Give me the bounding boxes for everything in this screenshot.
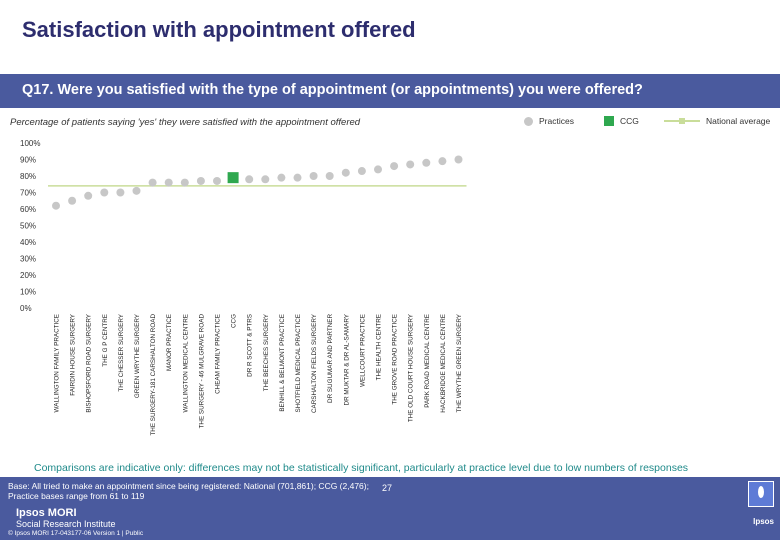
category-label: THE SURGERY-181 CARSHALTON ROAD (150, 314, 157, 436)
category-label: THE HEALTH CENTRE (376, 314, 383, 380)
practice-point (374, 165, 382, 174)
category-label: WELLCOURT PRACTICE (359, 314, 366, 387)
category-label: GREEN WRYTHE SURGERY (134, 313, 141, 398)
practice-point (309, 172, 318, 180)
category-label: CCG (231, 314, 238, 328)
legend-ccg-label: CCG (620, 116, 639, 126)
title-bar: Satisfaction with appointment offered (0, 0, 780, 62)
page-title: Satisfaction with appointment offered (22, 17, 416, 42)
practice-point (261, 175, 270, 184)
category-label: CHEAM FAMILY PRACTICE (215, 314, 222, 394)
practice-point (84, 191, 93, 200)
practice-point (68, 196, 77, 205)
practice-point (100, 188, 109, 197)
practice-point (325, 172, 334, 180)
practice-point (293, 173, 302, 182)
ccg-point (227, 172, 239, 184)
legend-practices-label: Practices (539, 116, 574, 126)
practice-point (116, 188, 125, 197)
social-research-institute-text: Social Research Institute (16, 519, 116, 529)
category-label: THE OLD COURT HOUSE SURGERY (408, 313, 415, 422)
category-label: THE WRYTHE GREEN SURGERY (456, 313, 463, 412)
practice-point (422, 158, 431, 167)
practice-point (277, 173, 286, 182)
practice-point (438, 157, 447, 166)
legend-ccg: CCG (604, 116, 639, 126)
category-label: WALLINGTON FAMILY PRACTICE (54, 314, 61, 412)
y-tick-label: 60% (20, 205, 36, 214)
chart-subtitle: Percentage of patients saying 'yes' they… (10, 117, 361, 128)
practice-point (341, 168, 350, 177)
copyright-text: © Ipsos MORI 17-043177-06 Version 1 | Pu… (8, 530, 144, 537)
ipsos-mori-logo-text: Ipsos MORI (16, 507, 77, 519)
category-label: THE GROVE ROAD PRACTICE (392, 314, 399, 405)
category-label: THE BEECHES SURGERY (263, 313, 270, 391)
question-bar: Q17. Were you satisfied with the type of… (0, 74, 780, 108)
category-label: BISHOPSFORD ROAD SURGERY (86, 313, 93, 412)
question-text: Q17. Were you satisfied with the type of… (22, 82, 643, 98)
ipsos-brand-text: Ipsos (753, 517, 774, 526)
category-label: MANOR PRACTICE (166, 314, 173, 371)
category-label: HACKBRIDGE MEDICAL CENTRE (440, 314, 447, 413)
page-number: 27 (382, 483, 393, 493)
practice-point (52, 201, 60, 210)
practice-point (148, 178, 157, 187)
y-tick-label: 10% (20, 288, 36, 297)
category-label: WALLINGTON MEDICAL CENTRE (182, 314, 189, 412)
legend-national-marker (664, 116, 700, 126)
y-tick-label: 0% (20, 304, 32, 313)
y-tick-label: 90% (20, 156, 36, 165)
scatter-chart: 0% 10% 20% 30% 40% 50% 60% 70% 80% 90% 100% WALLING… (20, 139, 467, 436)
base-note: Base: All tried to make an appointment s… (8, 481, 369, 501)
practice-point (245, 175, 254, 184)
y-tick-label: 20% (20, 271, 36, 280)
base-line-2: Practice bases range from 61 to 119 (8, 491, 145, 501)
category-label: DR SUGUMAR AND PARTNER (327, 314, 334, 403)
footer: Base: All tried to make an appointment s… (0, 477, 780, 540)
category-label: THE CHESSER SURGERY (118, 313, 125, 391)
comparison-note: Comparisons are indicative only: differe… (34, 462, 689, 474)
legend-national-label: National average (706, 116, 771, 126)
y-tick-label: 80% (20, 172, 36, 181)
practice-point (132, 186, 141, 195)
y-tick-label: 50% (20, 222, 36, 231)
category-label: CARSHALTON FIELDS SURGERY (311, 313, 318, 413)
category-label: FAIRDIN HOUSE SURGERY (70, 313, 77, 396)
category-label: THE SURGERY - 46 MULGRAVE ROAD (198, 314, 205, 429)
legend-practices: Practices (524, 116, 574, 126)
y-tick-label: 100% (20, 139, 40, 148)
practice-point (196, 176, 205, 185)
category-label: DR R SCOTT & PTRS (247, 314, 254, 377)
practice-point (164, 178, 173, 187)
y-tick-label: 70% (20, 189, 36, 198)
y-tick-label: 30% (20, 255, 36, 264)
legend: Practices CCG National average (524, 116, 780, 130)
legend-practices-marker (524, 116, 533, 126)
category-label: SHOTFIELD MEDICAL PRACTICE (295, 314, 302, 412)
category-label: DR MUKTAR & DR AL-SAMARY (343, 313, 350, 405)
practice-point (357, 167, 366, 176)
practice-point (406, 160, 415, 169)
ipsos-logo-icon (748, 481, 774, 507)
practice-point (454, 155, 463, 164)
category-label: PARK ROAD MEDICAL CENTRE (424, 314, 431, 408)
category-label: BENHILL & BELMONT PRACTICE (279, 314, 286, 412)
base-line-1: Base: All tried to make an appointment s… (8, 481, 369, 491)
category-label: THE G P CENTRE (102, 314, 109, 367)
y-tick-label: 40% (20, 238, 36, 247)
practice-point (390, 162, 399, 171)
practice-point (213, 176, 221, 185)
practice-point (180, 178, 189, 187)
legend-national: National average (664, 116, 770, 126)
legend-ccg-marker (604, 116, 614, 126)
